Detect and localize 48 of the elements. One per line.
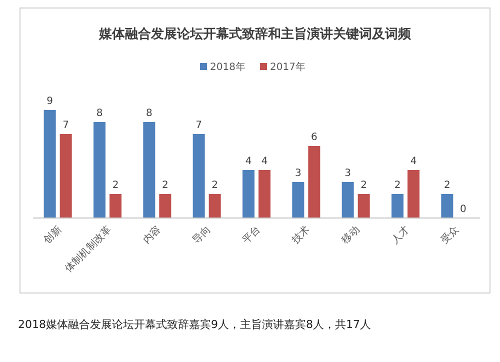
bar	[44, 110, 56, 218]
data-label: 8	[146, 108, 152, 119]
text: 2018媒体融合发展论坛开幕式致辞嘉宾9人，主旨演讲嘉宾8人，共17人	[18, 318, 371, 331]
bar	[292, 182, 304, 218]
data-label: 3	[294, 168, 302, 179]
chart-title: 媒体融合发展论坛开幕式致辞和主旨演讲关键词及词频	[98, 26, 412, 42]
data-label: 9	[46, 96, 54, 107]
data-label: 4	[410, 156, 417, 167]
bar	[242, 170, 254, 218]
legend-label: 2017年	[270, 61, 306, 73]
data-label: 4	[245, 156, 252, 167]
data-label: 3	[344, 168, 352, 179]
bar	[342, 182, 354, 218]
data-label: 4	[261, 156, 268, 167]
data-label: 7	[62, 120, 70, 131]
bar	[192, 134, 205, 218]
bar	[392, 194, 404, 218]
bar	[110, 194, 122, 218]
bar	[143, 122, 156, 218]
x-tick-label: 人才	[388, 224, 412, 246]
data-label: 6	[310, 132, 318, 143]
data-label: 0	[460, 204, 466, 215]
bar	[408, 170, 420, 218]
data-label: 2	[112, 180, 119, 191]
data-label: 2	[162, 180, 168, 191]
bar	[208, 194, 221, 218]
data-label: 2	[394, 180, 401, 191]
x-tick-label: 导向	[190, 224, 213, 246]
bar	[441, 194, 454, 218]
x-tick-label: 技术	[288, 224, 312, 247]
x-tick-label: 内容	[140, 224, 164, 246]
x-tick-label: 受众	[438, 224, 462, 246]
data-label: 2	[444, 180, 450, 191]
data-label: 7	[196, 120, 202, 131]
x-tick-label: 移动	[339, 224, 362, 246]
bar	[94, 122, 106, 218]
bar	[358, 194, 370, 218]
legend-label: 2018年	[210, 61, 246, 73]
data-label: 2	[212, 180, 218, 191]
x-tick-label: 平台	[240, 224, 263, 246]
x-tick-label: 创新	[41, 224, 64, 246]
bar	[308, 146, 320, 218]
bar	[258, 170, 270, 218]
x-tick-label: 体制机制改革	[62, 224, 114, 275]
bar	[60, 134, 72, 218]
data-label: 8	[96, 108, 103, 119]
bar	[159, 194, 172, 218]
data-label: 2	[360, 180, 368, 191]
